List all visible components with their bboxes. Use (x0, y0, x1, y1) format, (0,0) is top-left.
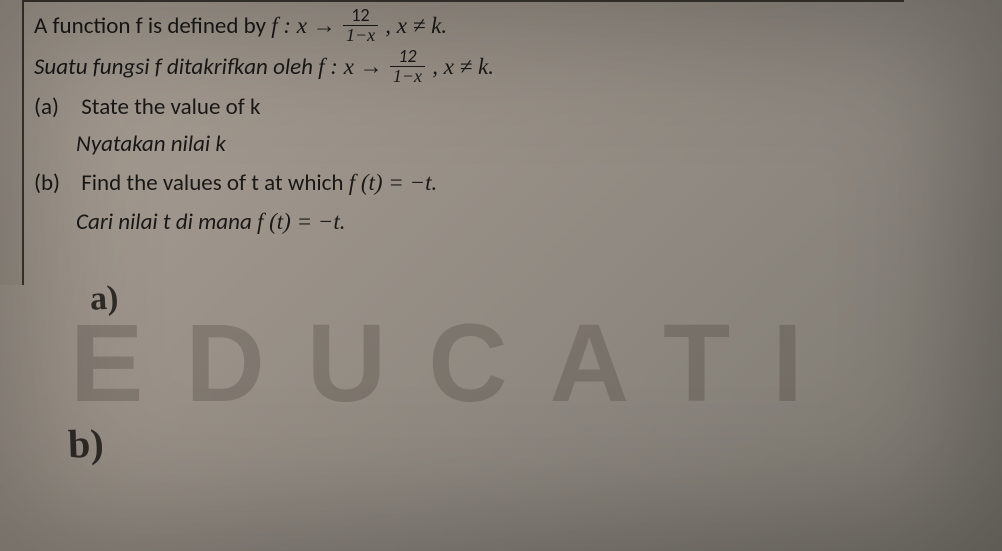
part-a-ms: Nyatakan nilai k (76, 127, 954, 163)
part-b-ms-eq: f (t) = −t. (257, 209, 346, 234)
handwritten-a: a) (89, 279, 119, 318)
line2-map: f : x → (318, 54, 383, 79)
fraction-2: 12 1−x (390, 47, 425, 86)
part-b-eq: f (t) = −t. (349, 170, 438, 195)
line1-map: f : x → (271, 13, 336, 38)
part-a-en: (a) State the value of k (34, 90, 954, 126)
part-a-label: (a) (34, 90, 76, 126)
fraction-1: 12 1−x (343, 6, 378, 45)
frac2-num: 12 (390, 47, 425, 66)
part-b-ms: Cari nilai t di mana f (t) = −t. (76, 204, 954, 241)
part-b-ms-text: Cari nilai t di mana (76, 208, 257, 236)
watermark-text: EDUCATI (70, 300, 1000, 427)
left-margin-rule (0, 0, 24, 285)
handwritten-b: b) (67, 419, 104, 467)
line-2-ms: Suatu fungsi f ditakrifkan oleh f : x → … (34, 49, 954, 88)
part-b-label: (b) (34, 166, 76, 202)
cond-2: , x ≠ k. (432, 54, 494, 79)
part-b-en: (b) Find the values of t at which f (t) … (34, 165, 954, 202)
part-a-ms-text: Nyatakan nilai k (76, 130, 226, 158)
cond-1: , x ≠ k. (385, 13, 447, 38)
question-block: A function f is defined by f : x → 12 1−… (34, 8, 954, 242)
frac-den: 1−x (343, 25, 378, 45)
line1-en-text: A function f is defined by (34, 12, 271, 40)
frac-num: 12 (343, 6, 378, 25)
top-border-rule (24, 0, 904, 2)
frac2-den: 1−x (390, 66, 425, 86)
part-b-en-text: Find the values of t at which (81, 169, 349, 197)
line-1-en: A function f is defined by f : x → 12 1−… (34, 8, 954, 47)
part-a-en-text: State the value of k (81, 93, 260, 121)
line2-ms-text: Suatu fungsi f ditakrifkan oleh (34, 53, 318, 81)
worksheet-page: A function f is defined by f : x → 12 1−… (0, 0, 1002, 551)
